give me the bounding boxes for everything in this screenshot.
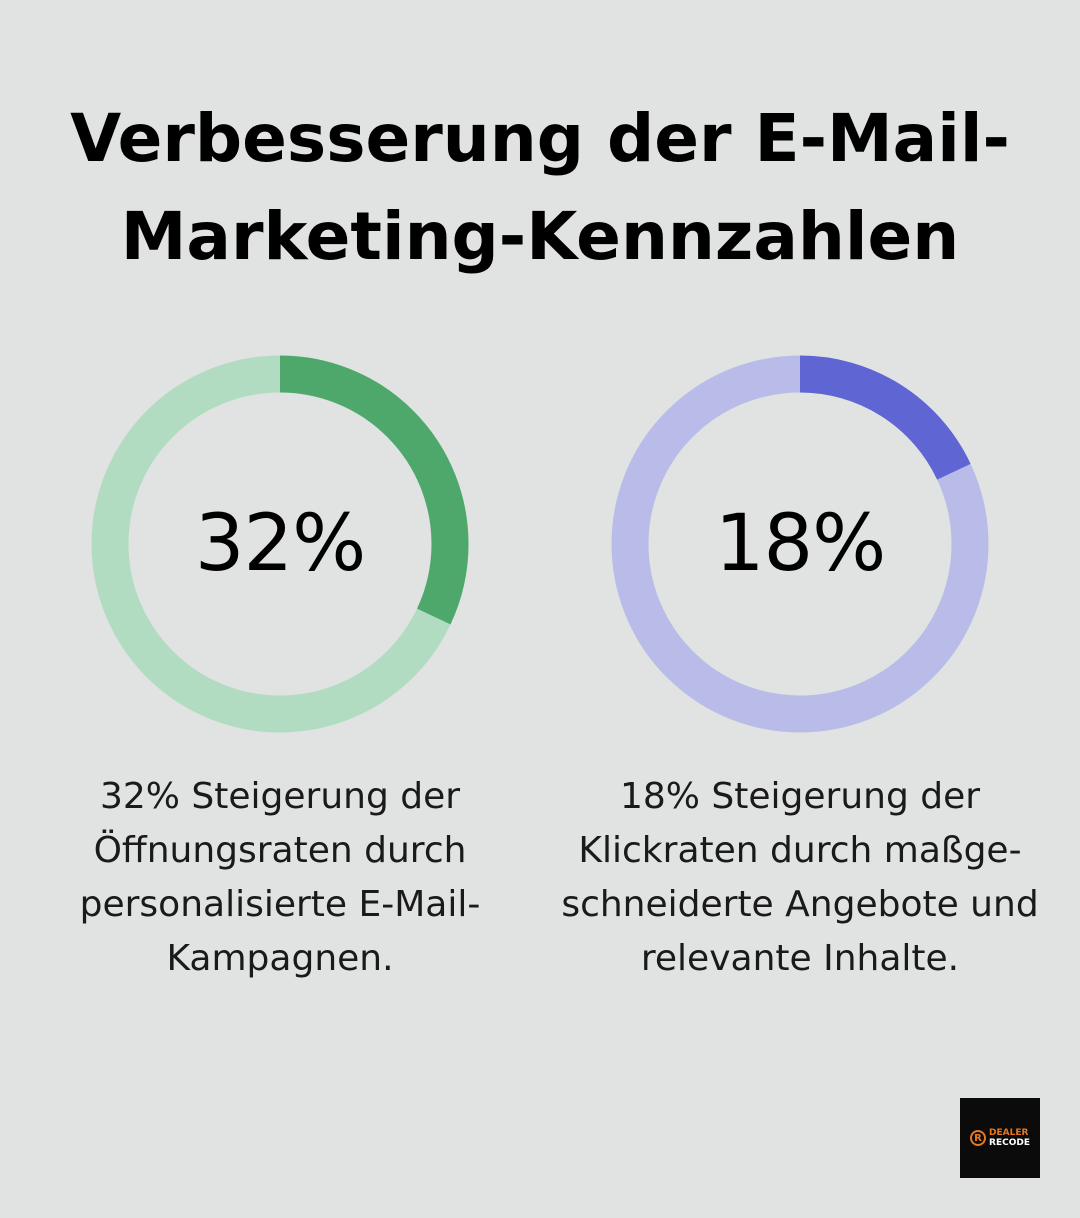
logo-wordmark: DEALER RECODE (989, 1128, 1030, 1148)
logo-word-dealer: DEALER (989, 1128, 1029, 1138)
logo-word-recode: RECODE (989, 1138, 1030, 1148)
description-line: Klickraten durch maßge- (578, 830, 1022, 871)
description-line: personalisierte E-Mail- (79, 884, 481, 925)
donut-value-label: 32% (194, 499, 366, 589)
donut-value-label: 18% (714, 499, 886, 589)
description-line: Öffnungsraten durch (93, 830, 467, 871)
description-line: 18% Steigerung der (619, 776, 981, 817)
title-line-1: Verbesserung der E-Mail- (70, 100, 1010, 177)
brand-logo: R DEALER RECODE (960, 1098, 1040, 1178)
description-line: 32% Steigerung der (99, 776, 461, 817)
title-line-2: Marketing-Kennzahlen (120, 198, 960, 275)
donut-chart-click-rate: 18% (611, 355, 989, 733)
description-line: relevante Inhalte. (640, 938, 960, 979)
donut-segment (611, 355, 989, 733)
description-line: schneiderte Angebote und (561, 884, 1039, 925)
donut-segment (91, 355, 469, 733)
description-line: Kampagnen. (166, 938, 394, 979)
donut-svg-open-rate (91, 355, 469, 733)
logo-mark-icon: R (970, 1130, 987, 1146)
chart-title: Verbesserung der E-Mail- Marketing-Kennz… (0, 90, 1080, 286)
donut-chart-open-rate: 32% (91, 355, 469, 733)
description-click-rate: 18% Steigerung der Klickraten durch maßg… (550, 770, 1050, 986)
description-open-rate: 32% Steigerung der Öffnungsraten durch p… (30, 770, 530, 986)
donut-svg-click-rate (611, 355, 989, 733)
